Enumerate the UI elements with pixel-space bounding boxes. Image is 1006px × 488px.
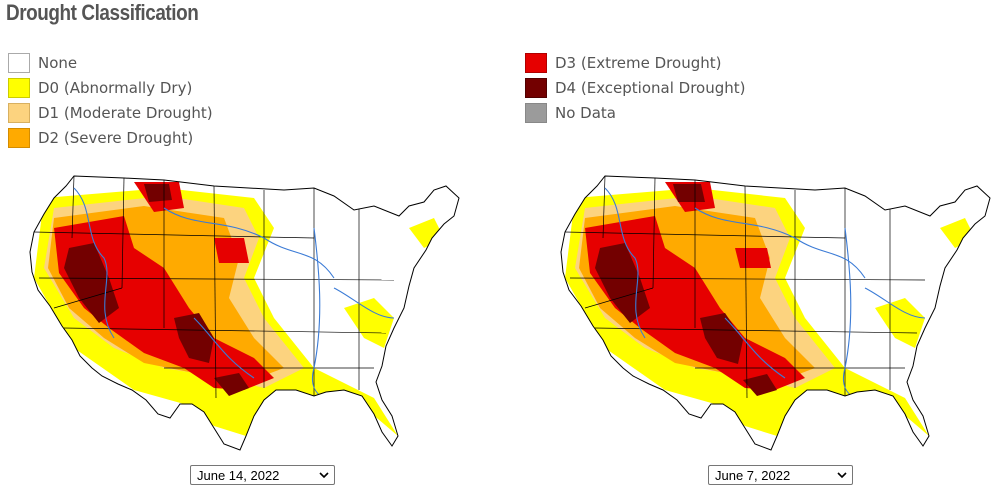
drought-map-right — [545, 168, 1005, 453]
legend-label: D4 (Exceptional Drought) — [555, 78, 746, 97]
legend-item-none: None — [8, 50, 213, 75]
legend-left: None D0 (Abnormally Dry) D1 (Moderate Dr… — [8, 50, 213, 150]
none-swatch-icon — [8, 52, 30, 73]
chevron-down-icon — [837, 472, 847, 479]
date-select-left[interactable]: June 14, 2022 — [190, 465, 335, 485]
page-title: Drought Classification — [6, 0, 199, 25]
legend-label: None — [38, 53, 78, 72]
legend-item-d0: D0 (Abnormally Dry) — [8, 75, 213, 100]
legend-label: D2 (Severe Drought) — [38, 128, 194, 147]
date-select-right[interactable]: June 7, 2022 — [708, 465, 853, 485]
legend-label: D1 (Moderate Drought) — [38, 103, 213, 122]
nodata-swatch-icon — [525, 102, 547, 123]
legend-item-nodata: No Data — [525, 100, 746, 125]
d3-swatch-icon — [525, 52, 547, 73]
legend-item-d3: D3 (Extreme Drought) — [525, 50, 746, 75]
legend-label: D0 (Abnormally Dry) — [38, 78, 193, 97]
legend-label: No Data — [555, 103, 616, 122]
legend-right: D3 (Extreme Drought) D4 (Exceptional Dro… — [525, 50, 746, 125]
d2-swatch-icon — [8, 127, 30, 148]
drought-map-left — [14, 168, 474, 453]
legend-label: D3 (Extreme Drought) — [555, 53, 722, 72]
d0-swatch-icon — [8, 77, 30, 98]
legend-item-d1: D1 (Moderate Drought) — [8, 100, 213, 125]
legend-item-d2: D2 (Severe Drought) — [8, 125, 213, 150]
d1-swatch-icon — [8, 102, 30, 123]
date-select-value: June 14, 2022 — [197, 467, 280, 483]
d4-swatch-icon — [525, 77, 547, 98]
us-drought-map — [29, 175, 460, 451]
us-drought-map — [560, 175, 991, 451]
legend-item-d4: D4 (Exceptional Drought) — [525, 75, 746, 100]
date-select-value: June 7, 2022 — [715, 467, 791, 483]
chevron-down-icon — [319, 472, 329, 479]
